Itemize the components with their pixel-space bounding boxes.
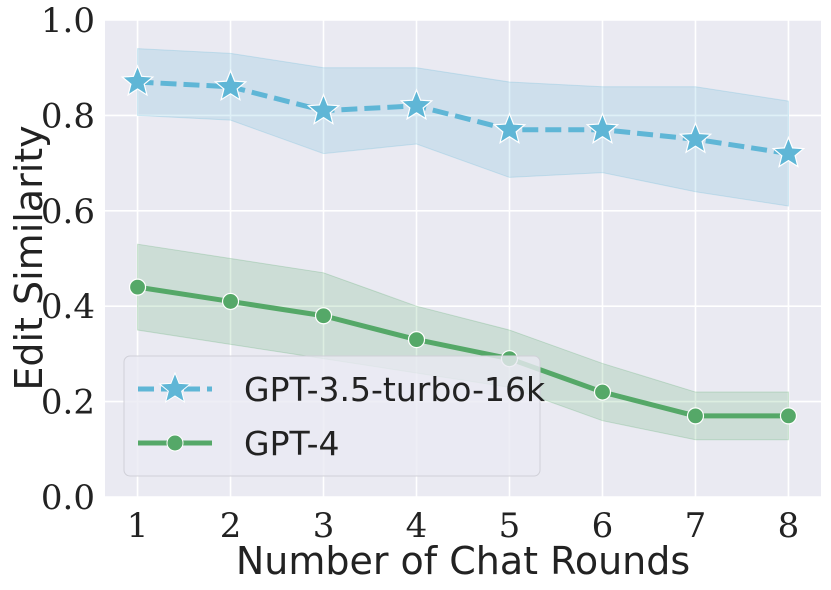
series-line-1 bbox=[137, 284, 789, 419]
data-point-star bbox=[492, 112, 527, 144]
y-tick-label: 0.0 bbox=[41, 478, 95, 518]
data-point-circle bbox=[686, 407, 705, 425]
x-tick-label: 2 bbox=[220, 506, 242, 546]
x-tick-label: 4 bbox=[406, 506, 428, 546]
x-tick-label: 3 bbox=[313, 506, 335, 546]
legend-box bbox=[123, 355, 541, 477]
x-tick-label: 8 bbox=[778, 506, 800, 546]
data-point-star bbox=[399, 88, 434, 121]
data-point-circle bbox=[314, 307, 333, 325]
confidence-band-0 bbox=[137, 48, 789, 207]
confidence-bands bbox=[137, 48, 789, 441]
x-tick-label: 7 bbox=[685, 506, 707, 546]
data-point-star bbox=[771, 135, 806, 168]
legend: GPT-3.5-turbo-16k GPT-4 bbox=[123, 355, 546, 477]
y-tick-label: 0.8 bbox=[41, 96, 95, 136]
data-point-circle bbox=[221, 292, 240, 311]
y-axis-ticks: 0.0 0.2 0.4 0.6 0.8 1.0 bbox=[41, 1, 95, 518]
series-lines bbox=[137, 79, 789, 419]
data-point-star bbox=[585, 112, 620, 144]
data-point-star bbox=[678, 121, 713, 154]
data-point-circle bbox=[407, 330, 426, 349]
x-tick-label: 6 bbox=[592, 506, 614, 546]
x-tick-label: 1 bbox=[127, 506, 149, 546]
series-line-0 bbox=[137, 79, 789, 157]
y-axis-label: Edit Similarity bbox=[7, 125, 51, 390]
x-axis-ticks: 1 2 3 4 5 6 7 8 bbox=[127, 506, 800, 546]
data-point-circle bbox=[128, 278, 147, 296]
y-tick-label: 0.6 bbox=[41, 192, 95, 232]
legend-label-gpt-4: GPT-4 bbox=[244, 424, 340, 463]
y-tick-label: 0.2 bbox=[41, 383, 95, 423]
x-axis-label: Number of Chat Rounds bbox=[236, 539, 690, 583]
legend-circle-marker bbox=[166, 434, 184, 452]
data-point-circle bbox=[779, 407, 798, 425]
data-point-star bbox=[120, 64, 155, 97]
data-point-star bbox=[213, 69, 248, 102]
legend-star-marker bbox=[158, 371, 192, 404]
x-tick-label: 5 bbox=[499, 506, 521, 546]
y-tick-label: 0.4 bbox=[41, 287, 95, 327]
legend-label-gpt-3.5: GPT-3.5-turbo-16k bbox=[244, 370, 546, 409]
confidence-band-1 bbox=[137, 243, 789, 441]
data-point-circle bbox=[593, 383, 612, 401]
data-point-star bbox=[306, 93, 341, 125]
y-tick-label: 1.0 bbox=[41, 1, 95, 41]
